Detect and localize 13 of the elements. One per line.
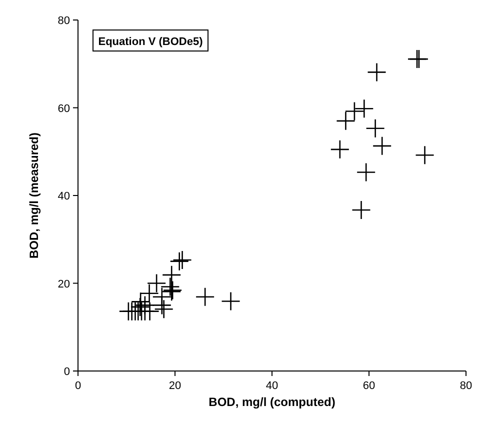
x-tick-label: 40 (266, 380, 278, 392)
y-tick-label: 40 (58, 190, 70, 202)
x-tick-label: 20 (168, 380, 182, 392)
y-tick-label: 20 (58, 278, 70, 290)
x-tick-label: 80 (460, 380, 472, 392)
y-tick-label: 80 (58, 15, 70, 27)
x-axis-title: BOD, mg/l (computed) (208, 395, 336, 409)
y-axis-title: BOD, mg/l (measured) (27, 132, 41, 259)
x-tick-label: 0 (74, 380, 82, 392)
x-tick-label: 60 (362, 380, 376, 392)
y-tick-label: 60 (58, 102, 70, 115)
y-tick-label: 0 (64, 366, 70, 378)
text: Equation V (BODe5) (98, 36, 204, 48)
